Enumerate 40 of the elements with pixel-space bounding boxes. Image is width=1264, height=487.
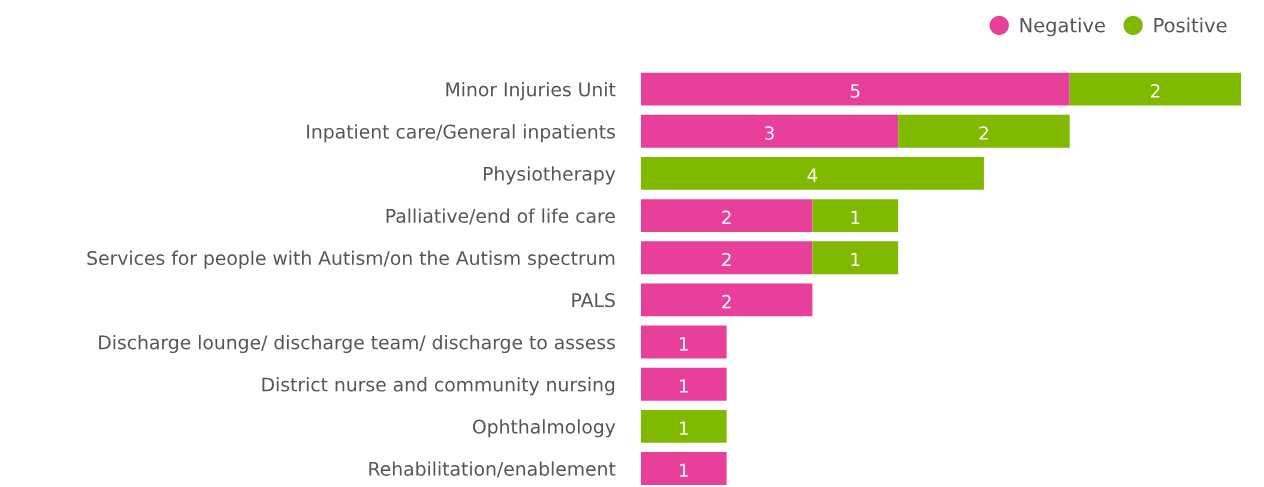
bar xyxy=(812,199,899,233)
data-label: 2 xyxy=(1151,84,1160,98)
bar xyxy=(1069,72,1242,106)
bar xyxy=(640,367,727,401)
data-label: 1 xyxy=(851,252,860,267)
y-tick-label: PALS xyxy=(572,293,615,308)
bar xyxy=(640,114,899,148)
data-label: 1 xyxy=(679,337,688,351)
y-tick-label: Discharge lounge/ discharge team/ discharge to assess xyxy=(99,334,615,354)
y-tick-label: Palliative/end of life care xyxy=(386,208,615,225)
data-label: 3 xyxy=(765,126,774,140)
bar xyxy=(640,156,984,190)
legend-label: Positive xyxy=(1154,17,1227,33)
data-label: 2 xyxy=(979,126,988,140)
y-tick-label: Inpatient care/General inpatients xyxy=(307,124,615,143)
bar xyxy=(640,199,813,233)
bar xyxy=(898,114,1070,148)
data-label: 4 xyxy=(807,168,818,182)
bar xyxy=(640,409,727,443)
data-label: 1 xyxy=(679,463,688,477)
bar xyxy=(812,241,899,275)
bar xyxy=(640,241,813,275)
y-tick-label: Services for people with Autism/on the Autism spectrum xyxy=(87,250,615,269)
data-label: 1 xyxy=(851,210,860,224)
y-tick-label: Minor Injuries Unit xyxy=(446,81,616,101)
y-tick-label: Rehabilitation/enablement xyxy=(369,461,616,478)
data-label: 5 xyxy=(850,84,860,98)
y-tick-label: District nurse and community nursing xyxy=(262,377,615,396)
data-label: 2 xyxy=(722,210,731,224)
bar xyxy=(640,325,727,359)
y-tick-label: Ophthalmology xyxy=(473,419,616,438)
bar xyxy=(640,72,1070,106)
data-label: 1 xyxy=(679,379,688,393)
data-label: 1 xyxy=(679,421,688,435)
y-tick-label: Physiotherapy xyxy=(483,166,616,185)
bar xyxy=(640,452,727,485)
bar xyxy=(640,283,813,317)
data-label: 2 xyxy=(722,252,731,267)
data-label: 2 xyxy=(722,294,731,309)
legend-label: Negative xyxy=(1020,17,1105,37)
